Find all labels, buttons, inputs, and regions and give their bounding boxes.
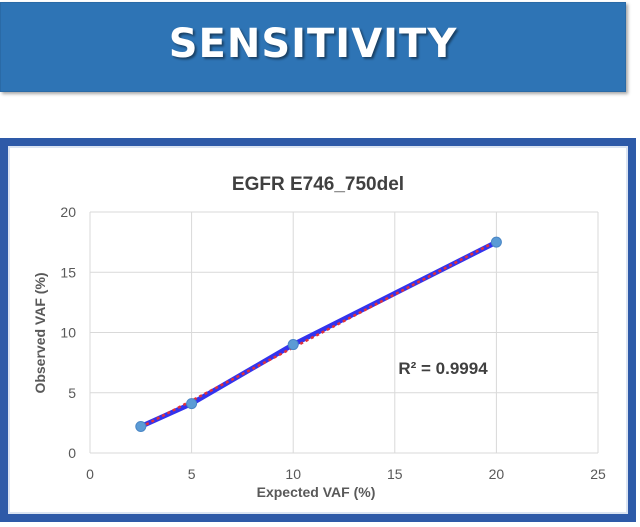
data-point: [135, 420, 147, 432]
data-point: [186, 398, 198, 410]
x-tick-label: 20: [489, 466, 505, 482]
banner-title: SENSITIVITY: [168, 21, 458, 67]
r-squared-annotation: R² = 0.9994: [398, 359, 488, 378]
x-tick-label: 10: [285, 466, 301, 482]
chart-title: EGFR E746_750del: [232, 174, 404, 195]
data-point: [287, 339, 299, 351]
gridlines: [89, 211, 599, 454]
tick-labels: 0 5 10 15 20 0 5 10 15 20 25: [60, 204, 606, 482]
y-axis-label: Observed VAF (%): [32, 272, 48, 393]
x-tick-label: 5: [188, 466, 196, 482]
y-tick-label: 15: [60, 264, 76, 280]
data-marks: [135, 236, 502, 432]
y-tick-label: 10: [60, 325, 76, 341]
title-banner: SENSITIVITY: [0, 2, 626, 92]
y-tick-label: 20: [60, 204, 76, 220]
x-tick-label: 0: [86, 466, 94, 482]
y-tick-label: 0: [68, 445, 76, 461]
x-tick-label: 15: [387, 466, 403, 482]
data-point: [490, 236, 502, 248]
y-tick-label: 5: [68, 385, 76, 401]
x-tick-label: 25: [590, 466, 606, 482]
x-axis-label: Expected VAF (%): [257, 484, 376, 500]
trendline: [140, 240, 497, 429]
